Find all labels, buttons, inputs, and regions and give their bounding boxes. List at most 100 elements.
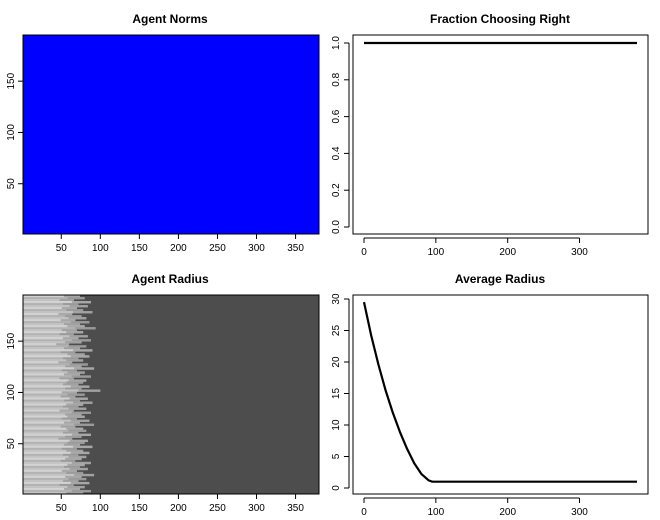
heatmap-row-band <box>23 467 88 471</box>
heatmap-row-fade <box>71 489 91 493</box>
y-tick-label: 25 <box>331 325 342 337</box>
heatmap-row-fade <box>69 335 88 338</box>
y-tick-label: 0.2 <box>331 183 342 197</box>
heatmap-row-fade <box>68 317 87 320</box>
heatmap-row-band <box>23 395 76 398</box>
heatmap-row-band <box>23 457 82 461</box>
x-tick-label: 250 <box>209 243 226 254</box>
heatmap-row-band <box>23 443 81 447</box>
heatmap-row-band <box>23 339 91 342</box>
y-tick-label: 20 <box>331 356 342 368</box>
heatmap-row-fade <box>64 487 81 491</box>
x-tick-label: 150 <box>131 243 148 254</box>
y-tick-label: 1.0 <box>331 36 342 50</box>
heatmap-row-band <box>23 357 79 360</box>
heatmap-row-fade <box>66 491 84 495</box>
heatmap-row-band <box>23 411 91 414</box>
heatmap-row-band <box>23 309 84 312</box>
heatmap-row-fade <box>61 391 77 394</box>
plot-frame <box>22 34 320 235</box>
heatmap-row-fade <box>64 373 81 376</box>
heatmap-row-band <box>23 447 77 451</box>
heatmap-row-fade <box>62 303 79 306</box>
heatmap-row-fade <box>68 345 87 348</box>
heatmap-row-fade <box>66 331 84 334</box>
heatmap-row-fade <box>73 349 93 352</box>
heatmap-row-band <box>23 353 85 356</box>
heatmap-row-fade <box>62 337 79 340</box>
heatmap-row-band <box>23 387 82 390</box>
heatmap-row-fade <box>62 357 79 360</box>
x-tick-label: 350 <box>287 243 304 254</box>
panel-agent-norms: 50 100 150 200 250 300 350 50 100 150 <box>6 34 320 254</box>
heatmap-row-fade <box>66 309 84 312</box>
heatmap-row-fade <box>64 347 81 350</box>
heatmap-row-band <box>23 415 85 418</box>
heatmap-row-fade <box>59 409 74 412</box>
x-tick-label: 100 <box>427 247 444 258</box>
heatmap-row-fade <box>67 441 85 445</box>
heatmap-row-fade <box>67 485 85 489</box>
heatmap-row-band <box>23 345 87 348</box>
heatmap-row-fade <box>66 449 84 453</box>
heatmap-row-fade <box>67 371 85 374</box>
heatmap-row-band <box>23 355 90 358</box>
heatmap-row-fade <box>60 395 76 398</box>
heatmap-row-fade <box>71 411 91 414</box>
heatmap-row-fade <box>68 477 87 481</box>
heatmap-row-fade <box>65 475 82 479</box>
heatmap-row-fade <box>56 343 70 346</box>
heatmap-row-band <box>23 297 85 300</box>
heatmap-row-band <box>23 385 90 388</box>
heatmap-row-band <box>23 453 79 457</box>
heatmap-row-band <box>23 475 82 479</box>
heatmap-row-band <box>23 393 85 396</box>
heatmap-row-band <box>23 435 82 439</box>
heatmap-row-band <box>23 431 79 434</box>
heatmap-row-band <box>23 325 85 328</box>
heatmap-row-band <box>23 331 84 334</box>
panel-agent-radius: 50 100 150 200 250 300 350 50 100 150 <box>6 294 320 514</box>
heatmap-row-band <box>23 409 74 412</box>
heatmap-row-band <box>23 489 91 493</box>
heatmap-row-band <box>23 437 73 441</box>
heatmap-row-band <box>23 413 82 416</box>
heatmap-row-fade <box>62 431 79 434</box>
heatmap-row-fade <box>65 387 82 390</box>
heatmap-row-band <box>23 461 91 465</box>
heatmap-row-fade <box>69 439 88 443</box>
series-line <box>362 301 637 483</box>
heatmap-row-fade <box>71 433 91 437</box>
x-tick-label: 150 <box>131 503 148 514</box>
heatmap-row-fade <box>61 307 77 310</box>
heatmap-row-band <box>23 321 90 324</box>
heatmap-row-band <box>23 371 85 374</box>
y-tick-label: 50 <box>6 178 17 190</box>
x-tick-label: 100 <box>427 507 444 518</box>
heatmap-row-fade <box>64 399 81 402</box>
heatmap-row-fade <box>60 425 76 428</box>
heatmap-row-fade <box>71 301 91 304</box>
heatmap-row-fade <box>66 381 84 384</box>
heatmap-row-band <box>23 463 85 467</box>
title-fraction-choosing-right: Fraction Choosing Right <box>430 12 570 26</box>
heatmap-row-band <box>23 429 87 432</box>
heatmap-row-fade <box>78 389 101 392</box>
panel-average-radius: 0 100 200 300 0 5 10 15 20 25 30 <box>331 293 649 518</box>
heatmap-row-band <box>23 375 91 378</box>
heatmap-row-band <box>23 381 84 384</box>
plot-frame <box>352 294 649 495</box>
heatmap-row-band <box>23 483 74 487</box>
x-tick-label: 300 <box>248 243 265 254</box>
heatmap-row-fade <box>74 367 95 370</box>
heatmap-row-band <box>23 359 84 362</box>
heatmap-row-band <box>23 335 88 338</box>
heatmap-row-fade <box>68 455 87 459</box>
heatmap-row-band <box>23 327 96 330</box>
title-average-radius: Average Radius <box>455 272 546 286</box>
heatmap-row-fade <box>64 465 81 469</box>
heatmap-row-fade <box>58 361 73 364</box>
y-tick-label: 150 <box>6 72 17 89</box>
x-tick-label: 200 <box>170 243 187 254</box>
